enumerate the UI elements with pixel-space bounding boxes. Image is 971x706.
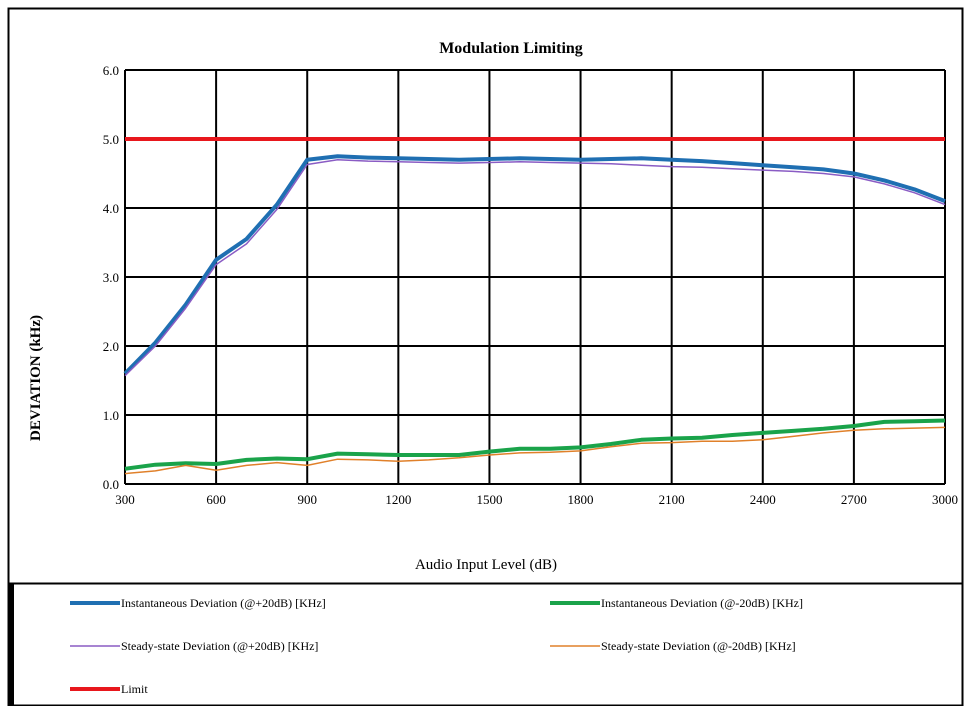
series-line-2 xyxy=(124,158,946,377)
legend: Instantaneous Deviation (@+20dB) [KHz] In… xyxy=(70,596,803,696)
series-lines xyxy=(123,137,946,475)
y-axis-ticks: 0.0 1.0 2.0 3.0 4.0 5.0 6.0 xyxy=(103,63,119,492)
y-tick-label: 0.0 xyxy=(103,477,119,492)
x-tick-label: 1500 xyxy=(476,492,502,507)
legend-label-4: Limit xyxy=(121,682,148,696)
x-tick-label: 3000 xyxy=(932,492,958,507)
y-tick-label: 2.0 xyxy=(103,339,119,354)
x-axis-label: Audio Input Level (dB) xyxy=(415,557,557,573)
x-tick-label: 2100 xyxy=(659,492,685,507)
legend-label-3: Steady-state Deviation (@-20dB) [KHz] xyxy=(601,639,796,653)
series-line-0 xyxy=(123,154,946,376)
legend-label-0: Instantaneous Deviation (@+20dB) [KHz] xyxy=(121,596,326,610)
x-tick-label: 900 xyxy=(297,492,317,507)
y-tick-label: 6.0 xyxy=(103,63,119,78)
x-tick-label: 600 xyxy=(206,492,226,507)
legend-frame-left-edge xyxy=(8,583,14,706)
series-line-1 xyxy=(124,418,946,471)
x-tick-label: 2400 xyxy=(750,492,776,507)
legend-label-1: Instantaneous Deviation (@-20dB) [KHz] xyxy=(601,596,803,610)
x-tick-label: 1200 xyxy=(385,492,411,507)
legend-frame xyxy=(7,582,964,706)
y-axis-label: DEVIATION (kHz) xyxy=(28,315,44,441)
series-line-3 xyxy=(124,426,946,475)
chart-title: Modulation Limiting xyxy=(439,40,583,57)
y-tick-label: 4.0 xyxy=(103,201,119,216)
y-tick-label: 5.0 xyxy=(103,132,119,147)
y-tick-label: 3.0 xyxy=(103,270,119,285)
x-tick-label: 1800 xyxy=(568,492,594,507)
x-tick-label: 300 xyxy=(115,492,135,507)
legend-label-2: Steady-state Deviation (@+20dB) [KHz] xyxy=(121,639,318,653)
y-tick-label: 1.0 xyxy=(103,408,119,423)
x-axis-ticks: 300 600 900 1200 1500 1800 2100 2400 2700 3000 xyxy=(115,492,958,507)
x-tick-label: 2700 xyxy=(841,492,867,507)
